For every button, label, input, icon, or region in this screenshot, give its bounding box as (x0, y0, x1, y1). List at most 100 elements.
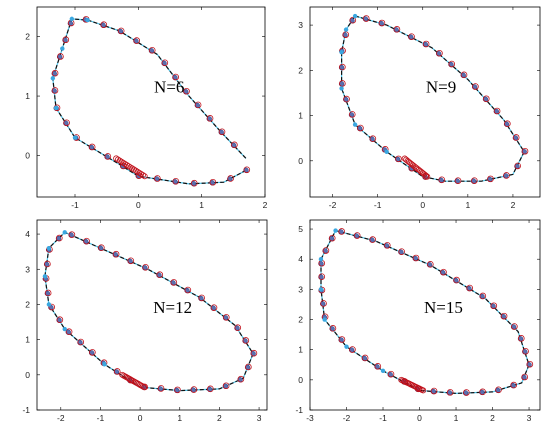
cluster-marker (420, 387, 427, 394)
red-circle (503, 172, 510, 179)
y-tick-label: 4 (25, 229, 30, 239)
red-circle (422, 40, 430, 48)
red-circle (222, 382, 230, 390)
vertex-marker (318, 257, 324, 262)
vertex-marker (46, 302, 52, 307)
x-tick-label: 2 (511, 200, 516, 210)
y-tick-label: 3 (298, 284, 303, 294)
red-circle (198, 294, 205, 302)
red-circle (234, 324, 242, 332)
y-tick-label: 1 (298, 345, 303, 355)
x-tick-label: -1 (374, 200, 382, 210)
cyan-curve (44, 231, 254, 392)
red-circle (427, 261, 434, 268)
red-circle (495, 386, 502, 394)
red-circle (395, 155, 402, 163)
red-circle (100, 21, 108, 29)
red-circle (183, 87, 190, 95)
red-circle (170, 279, 178, 286)
vertex-marker (42, 274, 48, 279)
cluster-marker (139, 172, 146, 179)
red-circle (511, 323, 518, 330)
vertex-marker (333, 228, 338, 233)
red-circle (237, 375, 245, 383)
dashed-curve (52, 18, 247, 185)
cluster-marker (141, 173, 148, 180)
red-circle (398, 248, 405, 255)
red-circle (83, 237, 90, 245)
cluster-marker (141, 384, 148, 391)
red-circle (448, 60, 456, 68)
y-tick-label: 0 (25, 370, 30, 380)
vertex-marker (46, 245, 52, 251)
panel-3: -2 -1 0 1 2 3 -1 0 1 2 3 4 N=12 (22, 219, 268, 423)
red-circle (63, 119, 70, 127)
y-tick-label: 2 (298, 315, 303, 325)
red-circle (408, 33, 415, 40)
red-circle (209, 178, 217, 186)
y-tick-label: 4 (298, 254, 303, 264)
red-circle (206, 115, 214, 122)
x-tick-label: 1 (454, 413, 459, 423)
red-circle (472, 83, 479, 90)
red-circle (242, 337, 250, 344)
panel-2: -2 -1 0 1 2 0 1 2 3 N=9 (298, 6, 541, 210)
red-circle (231, 141, 238, 149)
red-circle (117, 27, 125, 35)
red-circle (339, 63, 346, 71)
red-circle (349, 16, 357, 24)
red-circle (369, 236, 376, 243)
red-circle (156, 271, 164, 279)
red-circle (322, 247, 330, 254)
x-tick-label: -2 (57, 413, 65, 423)
red-circle (374, 363, 382, 370)
x-tick-label: 1 (465, 200, 470, 210)
red-circle (361, 354, 369, 362)
vertex-marker (339, 50, 344, 55)
red-circle (471, 177, 478, 184)
panel-label: N=6 (154, 78, 184, 97)
red-circle (190, 179, 198, 187)
y-tick-label: 2 (25, 299, 30, 309)
red-circle (57, 53, 64, 60)
red-circle (517, 335, 525, 342)
y-tick-label: 2 (298, 65, 303, 75)
vertex-marker (384, 149, 389, 154)
red-circle (521, 147, 529, 155)
red-circle (51, 69, 59, 77)
plot-frame (309, 6, 541, 198)
red-circle (127, 257, 135, 265)
red-circle (142, 264, 149, 271)
red-circle (446, 389, 454, 396)
vertex-marker (50, 76, 56, 81)
x-tick-label: -3 (306, 413, 314, 423)
dashed-curve (341, 15, 525, 182)
red-circle (243, 166, 251, 174)
panel-label: N=12 (153, 298, 192, 317)
red-circle (55, 234, 63, 242)
red-circle (98, 244, 105, 251)
red-circle (184, 286, 192, 294)
red-circle (526, 360, 534, 368)
red-circle (463, 389, 470, 396)
x-tick-label: 2 (263, 200, 268, 210)
dashed-curve (44, 231, 254, 392)
vertex-marker (60, 46, 65, 51)
red-circle (62, 36, 70, 44)
vertex-marker (352, 13, 358, 19)
y-tick-label: 2 (25, 32, 30, 42)
red-circle (51, 87, 59, 94)
red-circle (210, 304, 218, 311)
x-tick-label: 3 (527, 413, 532, 423)
x-tick-label: -1 (97, 413, 105, 423)
panel-label: N=15 (424, 298, 463, 317)
red-circle (194, 101, 202, 109)
red-circle (318, 273, 326, 280)
red-circle (362, 15, 370, 22)
red-circle (493, 107, 501, 115)
red-circle (154, 175, 161, 182)
vertex-marker (343, 27, 349, 32)
plot-frame (36, 6, 266, 198)
vertex-marker (322, 317, 327, 322)
red-circle (44, 260, 51, 268)
